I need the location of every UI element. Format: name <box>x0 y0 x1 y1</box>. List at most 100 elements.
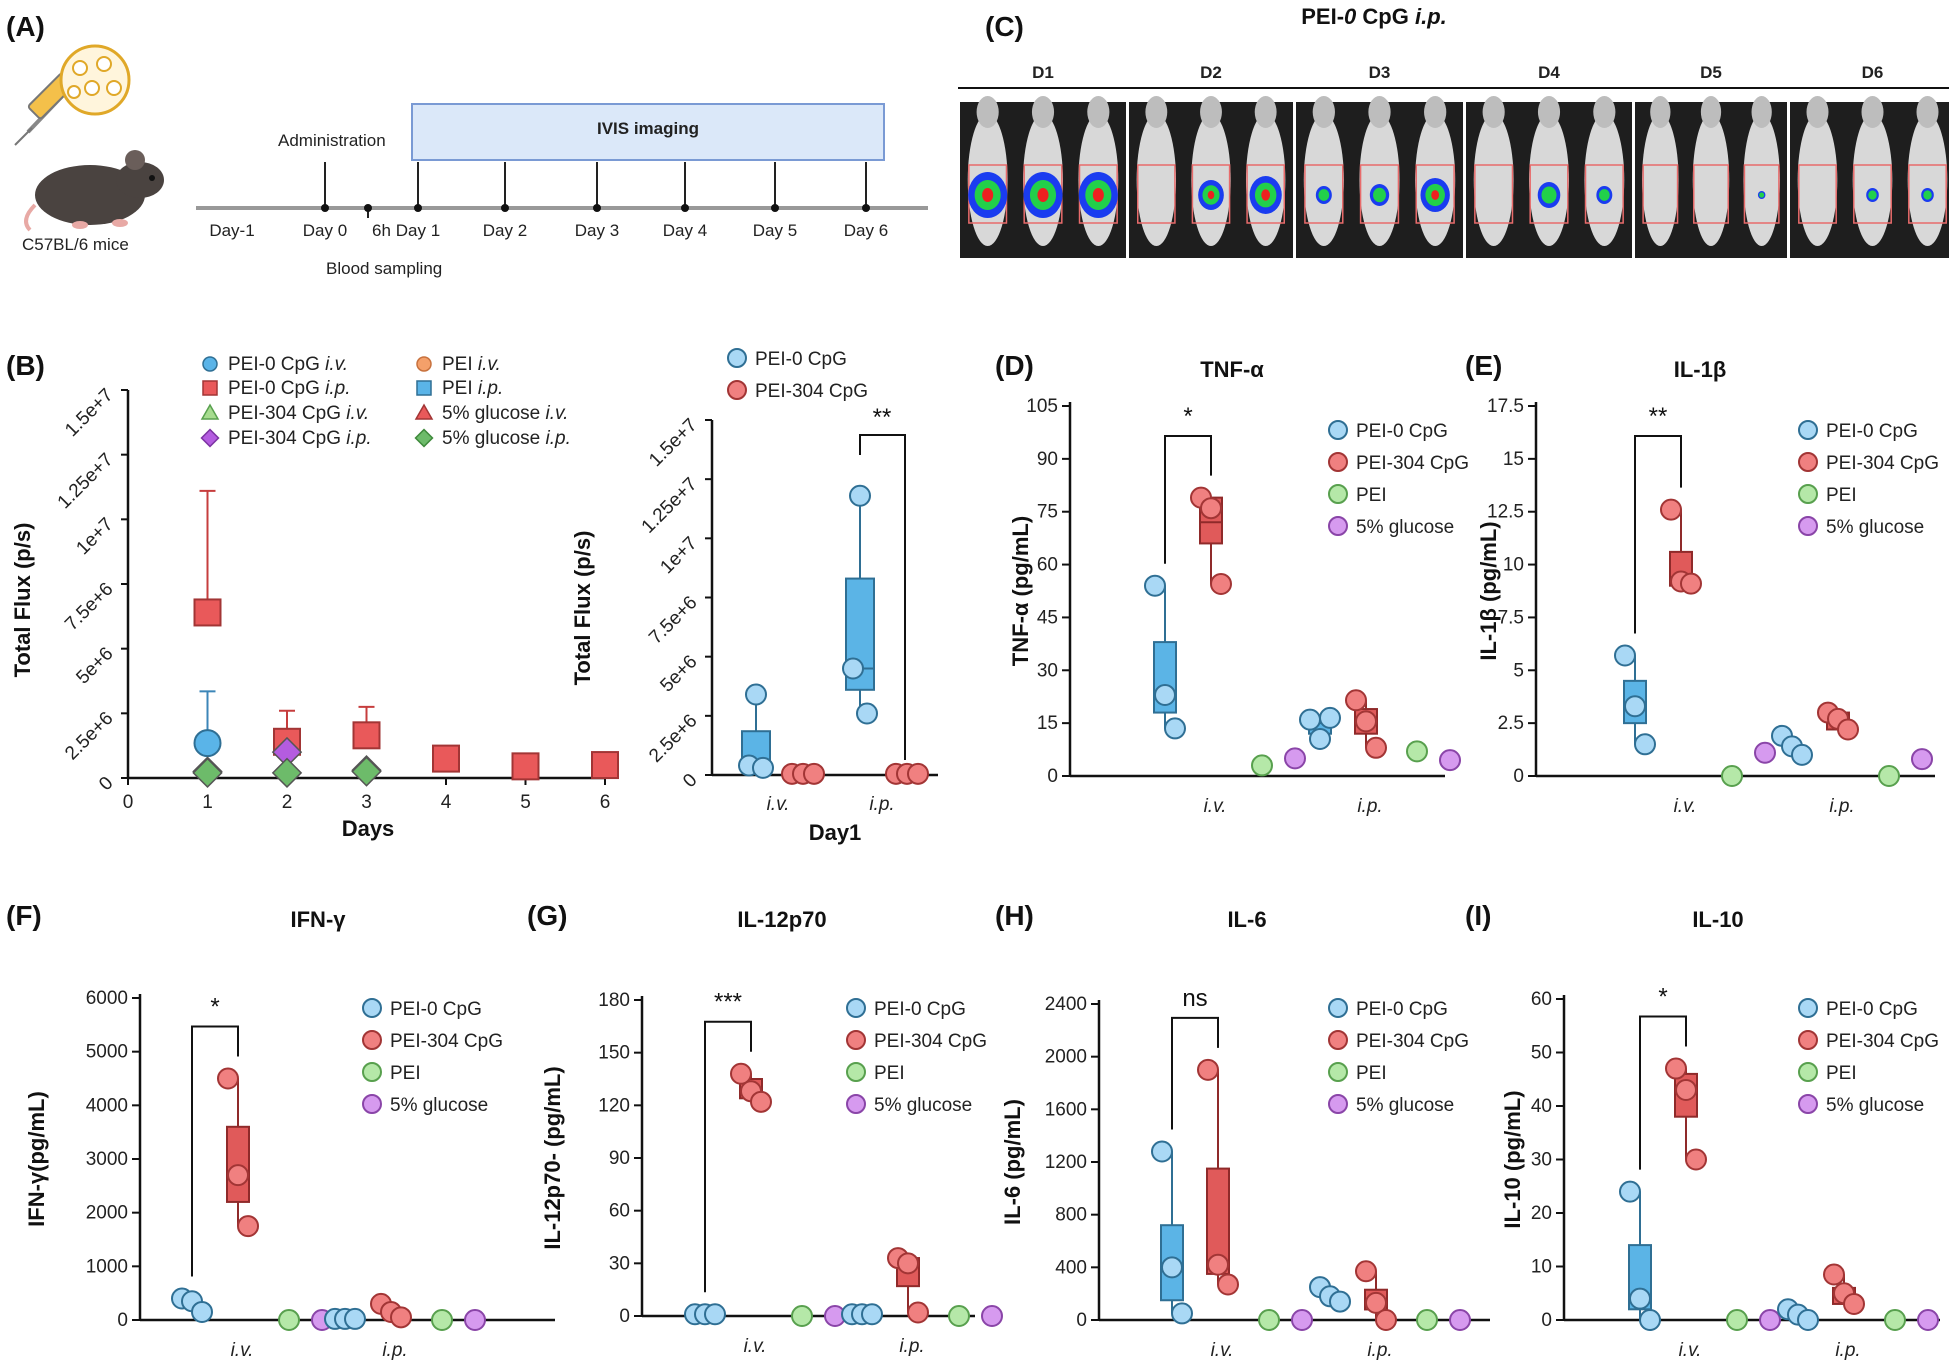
ivis-day-label: D6 <box>1862 63 1884 82</box>
legend-label: PEI i.v. <box>442 354 501 375</box>
y-tick-label: 0 <box>619 1306 630 1327</box>
ivis-mouse <box>1642 114 1679 246</box>
y-tick-label: 0 <box>679 770 701 792</box>
panel-a: (A) C57BL/6 mice Administration IVI <box>6 11 928 278</box>
y-tick-label: 150 <box>598 1043 630 1064</box>
significance-label: ** <box>1649 403 1668 430</box>
x-tick-label: 4 <box>441 792 452 813</box>
data-point <box>1309 728 1331 750</box>
data-point <box>856 702 878 725</box>
timeline-day-label: Day 0 <box>303 221 347 240</box>
legend-label: PEI-0 CpG <box>755 349 847 370</box>
panel-label: (H) <box>995 900 1034 931</box>
legend-marker <box>1328 1062 1348 1082</box>
timeline-ticks: Day-1 Day 0 Day 1 Day 2 Day 3 Day 4 Day 5 Day 6 <box>209 162 888 240</box>
panel-c-title: PEI-0 CpG i.p. <box>1301 4 1447 29</box>
data-point <box>1151 1140 1173 1163</box>
ivis-mouse-head <box>1806 96 1829 128</box>
legend-marker <box>1798 516 1818 536</box>
y-axis-label: IL-1β (pg/mL) <box>1476 521 1501 660</box>
legend-marker <box>200 403 220 420</box>
y-tick-label: 0 <box>1513 766 1524 787</box>
blood-sampling-label: Blood sampling <box>326 259 442 278</box>
panel-label: (I) <box>1465 900 1491 931</box>
data-point <box>431 1309 453 1331</box>
x-tick-label: i.v. <box>1204 796 1227 817</box>
legend-label: PEI <box>1826 485 1857 506</box>
timeline-day-label: Day 4 <box>663 221 707 240</box>
data-point <box>897 1252 919 1275</box>
ivis-day-label: D2 <box>1200 63 1222 82</box>
ivis-roi <box>1693 164 1729 224</box>
ivis-roi <box>1853 164 1892 224</box>
y-tick-label: 40 <box>1531 1096 1552 1117</box>
data-point <box>237 1215 259 1238</box>
data-point <box>351 756 382 787</box>
ivis-day-label: D3 <box>1369 63 1391 82</box>
legend-marker <box>414 403 434 420</box>
ivis-signal <box>1373 187 1386 203</box>
data-point <box>1329 1290 1351 1313</box>
data-point <box>1911 748 1933 771</box>
legend-label: 5% glucose <box>1356 1095 1454 1116</box>
x-tick-label: 6 <box>600 792 611 813</box>
data-point <box>1759 1309 1781 1331</box>
y-tick-label: 5e+6 <box>72 643 117 688</box>
ivis-signal <box>1431 190 1440 200</box>
imaging-label: IVIS imaging <box>597 119 699 138</box>
y-axis-label: IL-12p70- (pg/mL) <box>540 1066 565 1249</box>
x-tick-label: i.v. <box>1679 1340 1702 1361</box>
timeline-dot <box>862 204 870 212</box>
y-tick-label: 20 <box>1531 1203 1552 1224</box>
y-tick-label: 2400 <box>1045 994 1087 1015</box>
data-point <box>1251 754 1273 777</box>
y-tick-label: 120 <box>598 1095 630 1116</box>
ivis-mouse-head <box>1700 96 1722 128</box>
data-point <box>390 1306 412 1329</box>
data-point <box>1345 689 1367 712</box>
x-tick-label: i.p. <box>899 1336 924 1357</box>
y-tick-label: 1.5e+7 <box>645 415 701 471</box>
chart-i: (I) IL-10 0 10 20 30 40 50 60 IL-10 (pg/mL) i.v. i.… <box>1465 900 1940 1361</box>
ivis-mouse <box>1797 114 1838 246</box>
y-tick-label: 60 <box>609 1201 630 1222</box>
y-tick-label: 1000 <box>86 1256 128 1277</box>
data-point <box>1665 1057 1687 1080</box>
legend-marker <box>362 1030 382 1050</box>
data-point <box>432 744 460 773</box>
legend-label: PEI-304 CpG <box>1356 1031 1469 1052</box>
ivis-roi <box>1191 164 1231 224</box>
legend-label: PEI-0 CpG <box>874 999 966 1020</box>
ivis-mouse <box>1473 114 1514 246</box>
legend-label: PEI-0 CpG <box>390 999 482 1020</box>
panel-label-a: (A) <box>6 11 45 42</box>
x-tick-label: i.p. <box>1357 796 1382 817</box>
significance-bracket <box>1171 1016 1219 1130</box>
legend-marker <box>202 356 218 372</box>
x-tick-label: i.v. <box>1211 1340 1234 1361</box>
x-tick-label: i.v. <box>744 1336 767 1357</box>
ivis-mouse <box>1743 114 1780 246</box>
data-point <box>1200 497 1222 520</box>
significance-label: * <box>1658 984 1667 1011</box>
data-point <box>1197 1058 1219 1081</box>
chart-h: (H) IL-6 0 400 800 1200 1600 2000 2400 IL-6 (pg/m… <box>995 900 1490 1361</box>
data-point <box>1726 1309 1748 1331</box>
data-point <box>1284 747 1306 770</box>
ivis-signal <box>1037 188 1049 202</box>
data-point <box>1823 1263 1845 1286</box>
x-axis-label: Days <box>342 816 395 841</box>
data-point <box>907 762 929 785</box>
panel-label: (G) <box>527 900 567 931</box>
legend-marker <box>416 380 432 396</box>
ivis-signal <box>1207 190 1215 200</box>
chart-title: TNF-α <box>1200 357 1264 382</box>
y-tick-label: 10 <box>1503 555 1524 576</box>
timeline-dot <box>501 204 509 212</box>
data-point <box>1629 1287 1651 1310</box>
data-point <box>1319 706 1341 729</box>
legend-label: PEI-304 CpG <box>1826 1031 1939 1052</box>
legend-label: PEI-304 CpG <box>1356 453 1469 474</box>
y-tick-label: 0 <box>117 1310 128 1331</box>
legend-label: PEI-304 CpG <box>755 381 868 402</box>
